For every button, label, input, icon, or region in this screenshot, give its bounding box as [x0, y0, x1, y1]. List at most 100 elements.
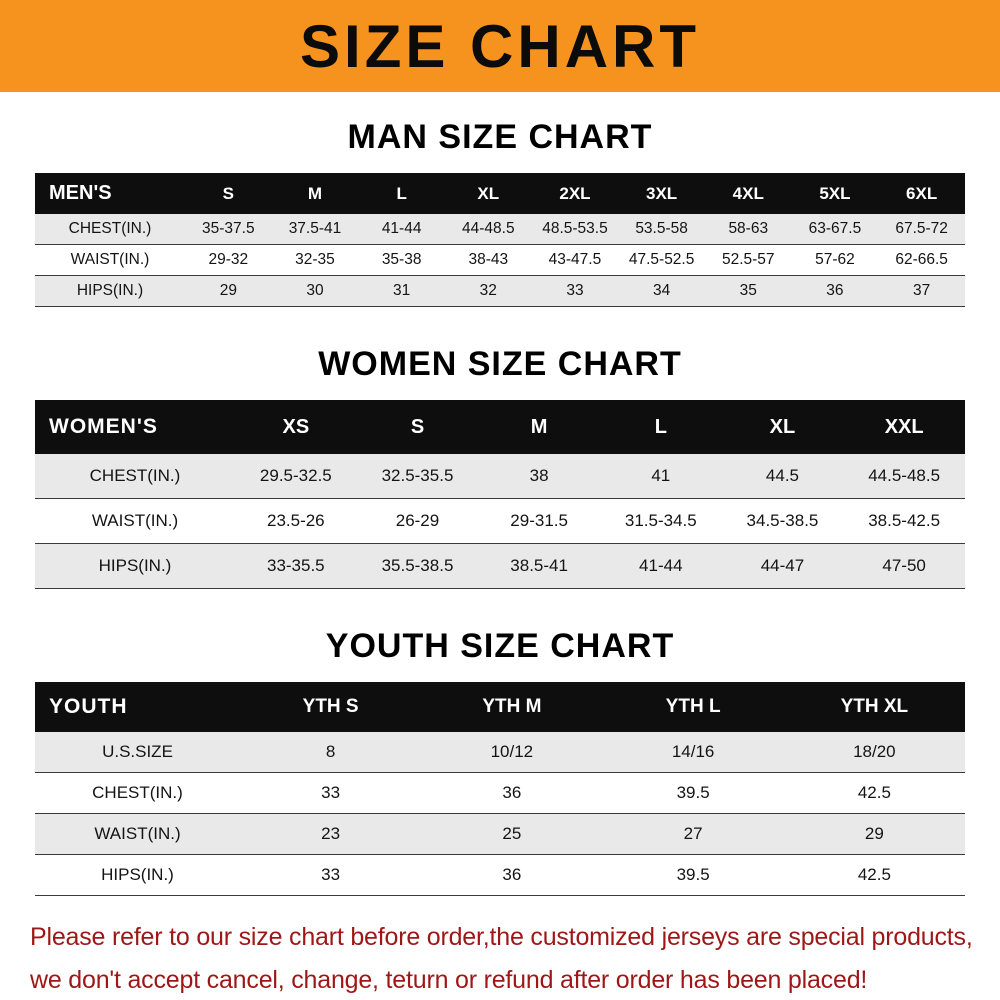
page-title: SIZE CHART	[300, 12, 700, 80]
row-label: HIPS(IN.)	[76, 282, 144, 299]
column-header: YTH L	[602, 682, 784, 732]
cell: 38-43	[468, 251, 509, 268]
banner: SIZE CHART	[0, 0, 1000, 92]
cell: 44.5-48.5	[868, 466, 941, 485]
table-row: WAIST(IN.) 23 25 27 29	[35, 813, 965, 855]
cell: 31	[393, 282, 411, 299]
column-header: YTH S	[240, 682, 422, 732]
row-label: WAIST(IN.)	[94, 824, 181, 843]
column-header: YTH M	[421, 682, 603, 732]
cell: 31.5-34.5	[624, 511, 697, 530]
cell: 23.5-26	[266, 511, 325, 530]
cell: 33	[566, 282, 584, 299]
table-row: CHEST(IN.) 35-37.5 37.5-41 41-44 44-48.5 48.5…	[35, 214, 965, 245]
row-label: CHEST(IN.)	[68, 220, 152, 237]
cell: 42.5	[857, 783, 891, 802]
notice-line-1: Please refer to our size chart before or…	[30, 923, 973, 951]
cell: 39.5	[676, 865, 710, 884]
cell: 32-35	[295, 251, 335, 268]
table-row: HIPS(IN.) 29 30 31 32 33 34 35 36 37	[35, 275, 965, 307]
column-header: YTH XL	[783, 682, 965, 732]
cell: 29	[864, 824, 884, 843]
cell: 27	[683, 824, 703, 843]
men-size-table: MEN'S S M L XL 2XL 3XL 4XL 5XL 6XL CHEST(IN.) 35-37…	[35, 173, 965, 307]
cell: 29-31.5	[510, 511, 568, 530]
cell: 8	[325, 742, 336, 761]
cell: 41-44	[639, 556, 683, 575]
table-row: WAIST(IN.) 23.5-26 26-29 29-31.5 31.5-34.5 34…	[35, 498, 965, 544]
cell: 25	[502, 824, 522, 843]
row-label: CHEST(IN.)	[92, 783, 183, 802]
cell: 44-47	[760, 556, 805, 575]
women-size-table: WOMEN'S XS S M L XL XXL CHEST(IN.) 29.5-32.5 32.5…	[35, 400, 965, 589]
table-row: CHEST(IN.) 33 36 39.5 42.5	[35, 772, 965, 814]
cell: 37	[913, 282, 931, 299]
cell: 44.5	[765, 466, 799, 485]
column-header: L	[358, 173, 445, 214]
cell: 30	[306, 282, 324, 299]
column-header: L	[599, 400, 722, 454]
cell: 38.5-41	[510, 556, 568, 575]
table-header-row: MEN'S S M L XL 2XL 3XL 4XL 5XL 6XL	[35, 173, 965, 214]
column-header: S	[185, 173, 272, 214]
cell: 41-44	[381, 220, 422, 237]
cell: 29	[219, 282, 237, 299]
row-label: WAIST(IN.)	[91, 511, 179, 530]
table-corner-label: YOUTH	[35, 682, 240, 732]
row-label: HIPS(IN.)	[98, 556, 172, 575]
cell: 34	[652, 282, 671, 299]
column-header: M	[478, 400, 600, 454]
table-header-row: WOMEN'S XS S M L XL XXL	[35, 400, 965, 454]
cell: 53.5-58	[635, 220, 688, 237]
cell: 52.5-57	[721, 251, 775, 268]
table-row: WAIST(IN.) 29-32 32-35 35-38 38-43 43-47.5 47.…	[35, 244, 965, 276]
cell: 43-47.5	[548, 251, 602, 268]
column-header: 5XL	[791, 173, 879, 214]
section-women: WOMEN SIZE CHART WOMEN'S XS S M L XL XXL CHEST(…	[0, 307, 1000, 589]
cell: 35	[739, 282, 757, 299]
cell: 29.5-32.5	[259, 466, 332, 485]
cell: 57-62	[815, 251, 855, 268]
cell: 33-35.5	[266, 556, 325, 575]
cell: 14/16	[671, 742, 715, 761]
cell: 35-37.5	[202, 220, 255, 237]
cell: 36	[826, 282, 844, 299]
column-header: M	[271, 173, 359, 214]
cell: 67.5-72	[895, 220, 948, 237]
cell: 33	[321, 783, 341, 802]
cell: 38	[529, 466, 549, 485]
youth-size-table: YOUTH YTH S YTH M YTH L YTH XL U.S.SIZE 8 10/12…	[35, 682, 965, 896]
table-row: CHEST(IN.) 29.5-32.5 32.5-35.5 38 41 44.5 44.5…	[35, 454, 965, 499]
cell: 26-29	[395, 511, 440, 530]
cell: 34.5-38.5	[746, 511, 819, 530]
cell: 44-48.5	[462, 220, 515, 237]
cell: 18/20	[853, 742, 896, 761]
cell: 58-63	[728, 220, 769, 237]
row-label: WAIST(IN.)	[70, 251, 150, 268]
cell: 35-38	[381, 251, 422, 268]
cell: 38.5-42.5	[868, 511, 941, 530]
cell: 42.5	[857, 865, 891, 884]
cell: 35.5-38.5	[381, 556, 454, 575]
column-header: XL	[721, 400, 844, 454]
column-header: 4XL	[704, 173, 792, 214]
women-chart-heading: WOMEN SIZE CHART	[318, 345, 682, 383]
table-corner-label: MEN'S	[35, 173, 185, 214]
youth-chart-heading: YOUTH SIZE CHART	[325, 627, 675, 665]
row-label: U.S.SIZE	[102, 742, 173, 761]
column-header: S	[356, 400, 479, 454]
column-header: XS	[235, 400, 357, 454]
row-label: HIPS(IN.)	[101, 865, 174, 884]
cell: 47.5-52.5	[628, 251, 695, 268]
cell: 47-50	[882, 556, 926, 575]
cell: 33	[321, 865, 341, 884]
column-header: XXL	[843, 400, 965, 454]
cell: 29-32	[208, 251, 249, 268]
cell: 62-66.5	[895, 251, 948, 268]
cell: 32	[479, 282, 497, 299]
cell: 63-67.5	[808, 220, 862, 237]
cell: 23	[321, 824, 341, 843]
cell: 36	[502, 865, 522, 884]
table-row: U.S.SIZE 8 10/12 14/16 18/20	[35, 732, 965, 773]
table-row: HIPS(IN.) 33 36 39.5 42.5	[35, 854, 965, 896]
